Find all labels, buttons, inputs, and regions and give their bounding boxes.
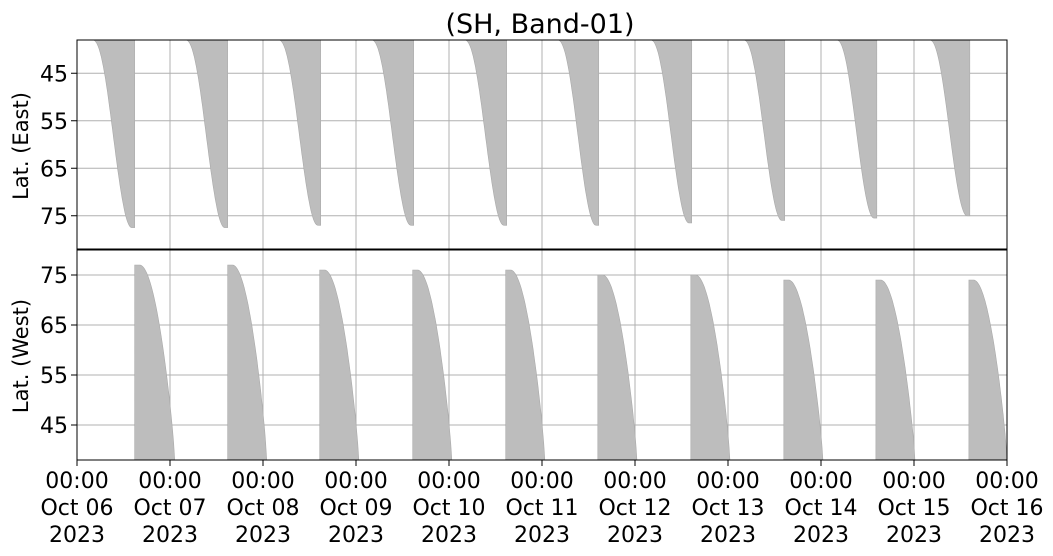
west-y-axis-label: Lat. (West) [9, 299, 33, 413]
west-coverage-lobe [134, 264, 176, 460]
east-ytick-label: 55 [40, 110, 68, 135]
east-ytick-label: 75 [40, 205, 68, 230]
panel-east: 45 55 65 75 Lat. (East) [9, 40, 1008, 249]
east-coverage-lobe [650, 40, 693, 224]
east-ytick-label: 65 [40, 157, 68, 182]
east-coverage-lobe [464, 40, 508, 226]
west-ytick-label: 75 [40, 264, 68, 289]
x-tick-label: 00:00 Oct 11 2023 [505, 469, 578, 548]
east-coverage-lobe [929, 40, 971, 217]
chart-title: (SH, Band-01) [445, 9, 634, 40]
east-coverage-lobe [92, 40, 136, 228]
east-ytick-label: 45 [40, 62, 68, 87]
east-coverage-lobe [371, 40, 415, 226]
x-tick-label: 00:00 Oct 09 2023 [319, 469, 392, 548]
west-coverage-lobe [597, 274, 638, 460]
west-coverage-lobe [690, 274, 731, 460]
x-tick-label: 00:00 Oct 15 2023 [877, 469, 950, 548]
east-y-axis-label: Lat. (East) [9, 92, 33, 200]
east-coverage-lobe [836, 40, 878, 219]
x-axis: 00:00 Oct 06 2023 00:00 Oct 07 2023 00:00 Oct 0… [40, 460, 1044, 548]
west-ytick-label: 55 [40, 364, 68, 389]
east-panel-frame [76, 39, 1008, 250]
west-coverage-lobe [968, 279, 1007, 460]
x-tick-label: 00:00 Oct 06 2023 [40, 469, 113, 548]
west-coverage-lobe [227, 264, 267, 460]
x-tick-label: 00:00 Oct 12 2023 [598, 469, 671, 548]
west-coverage-lobe [783, 279, 824, 460]
east-coverage-lobe [743, 40, 786, 221]
west-coverage-lobe [875, 279, 916, 460]
west-coverage-lobe [319, 269, 360, 460]
x-tick-label: 00:00 Oct 08 2023 [226, 469, 299, 548]
x-tick-label: 00:00 Oct 10 2023 [412, 469, 485, 548]
west-coverage-lobe [505, 269, 546, 460]
east-coverage-lobe [278, 40, 322, 226]
west-ytick-label: 45 [40, 414, 68, 439]
x-tick-label: 00:00 Oct 14 2023 [784, 469, 857, 548]
panel-west: 45 55 65 75 Lat. (West) [9, 250, 1008, 460]
west-panel-frame [76, 249, 1008, 461]
x-tick-label: 00:00 Oct 13 2023 [691, 469, 764, 548]
x-tick-label: 00:00 Oct 16 2023 [970, 469, 1043, 548]
x-tick-label: 00:00 Oct 07 2023 [133, 469, 206, 548]
west-coverage-lobe [412, 269, 453, 460]
east-coverage-lobe [557, 40, 600, 226]
west-ytick-label: 65 [40, 314, 68, 339]
east-coverage-lobe [185, 40, 229, 228]
